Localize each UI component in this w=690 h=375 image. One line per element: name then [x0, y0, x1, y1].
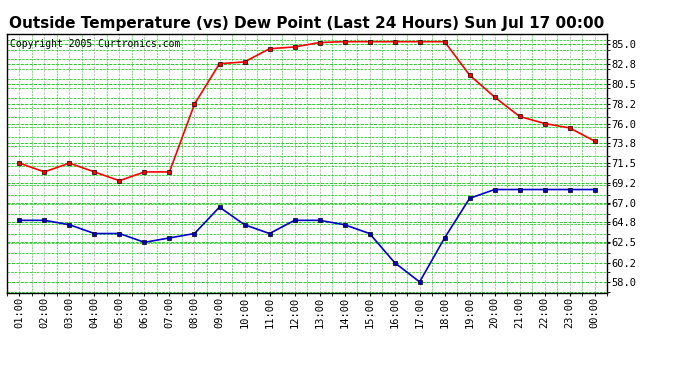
Title: Outside Temperature (vs) Dew Point (Last 24 Hours) Sun Jul 17 00:00: Outside Temperature (vs) Dew Point (Last… — [10, 16, 604, 31]
Text: Copyright 2005 Curtronics.com: Copyright 2005 Curtronics.com — [10, 39, 180, 49]
